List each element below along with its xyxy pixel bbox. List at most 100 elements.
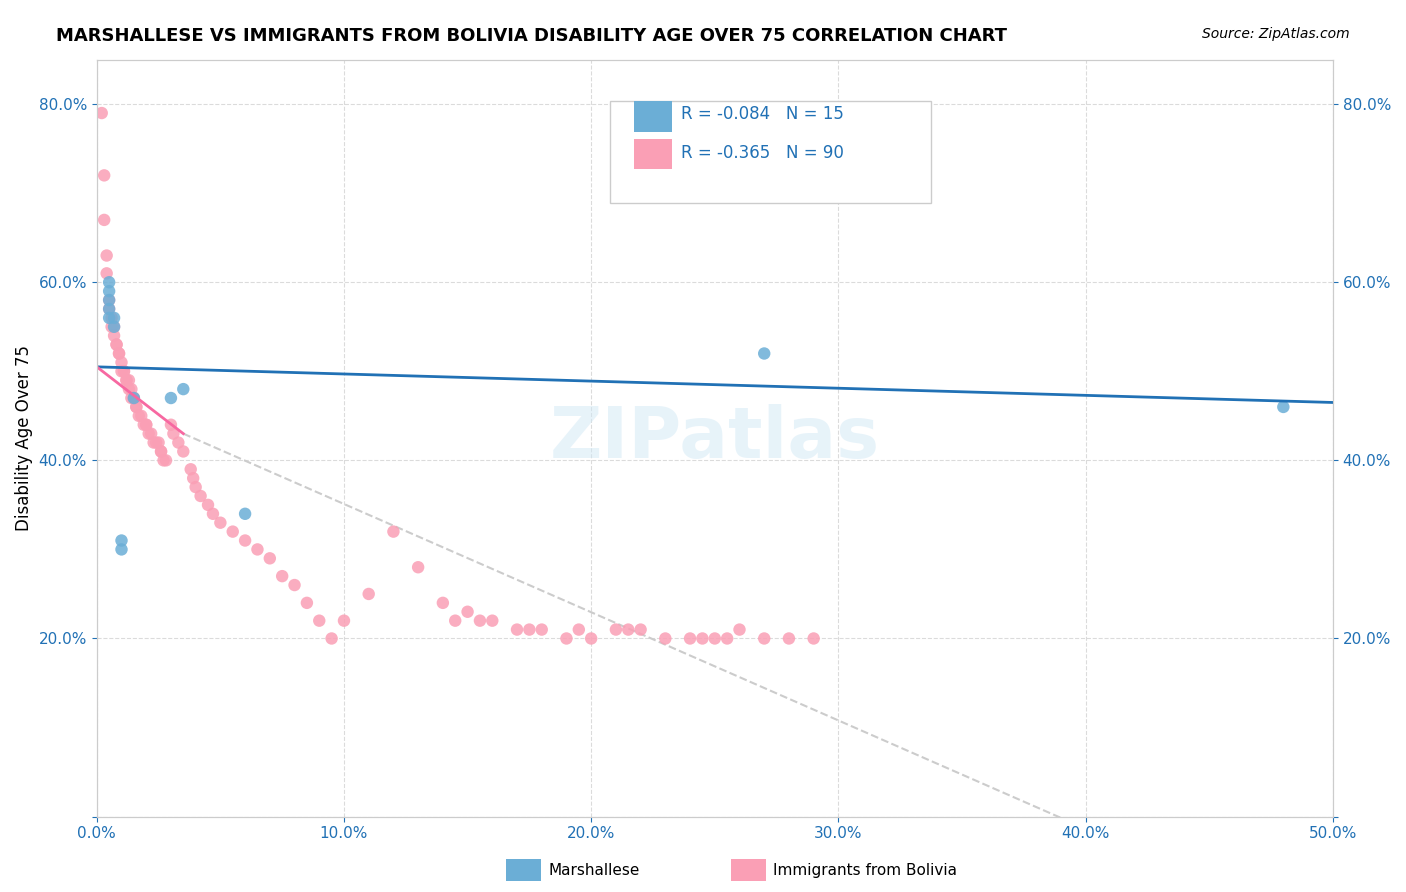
Point: [100, 310, 122, 325]
Point: [96, 266, 118, 280]
Point: [108, 346, 131, 360]
Point: [754, 346, 776, 360]
Point: [98, 301, 121, 316]
Point: [135, 417, 157, 432]
FancyBboxPatch shape: [634, 139, 672, 169]
Point: [122, 391, 145, 405]
Point: [271, 569, 294, 583]
Text: Source: ZipAtlas.com: Source: ZipAtlas.com: [1202, 27, 1350, 41]
Point: [506, 623, 529, 637]
Point: [110, 355, 132, 369]
Y-axis label: Disability Age Over 75: Disability Age Over 75: [15, 345, 32, 531]
Text: Immigrants from Bolivia: Immigrants from Bolivia: [773, 863, 957, 878]
Point: [148, 435, 170, 450]
Point: [103, 310, 125, 325]
Point: [110, 542, 132, 557]
Point: [98, 275, 121, 289]
Point: [568, 623, 591, 637]
Point: [1272, 400, 1295, 414]
Point: [105, 337, 128, 351]
Text: Marshallese: Marshallese: [548, 863, 640, 878]
Point: [357, 587, 380, 601]
Point: [98, 310, 121, 325]
Point: [103, 319, 125, 334]
Point: [112, 364, 135, 378]
Point: [679, 632, 702, 646]
Point: [150, 444, 173, 458]
Point: [90, 106, 112, 120]
Point: [122, 391, 145, 405]
Point: [93, 213, 115, 227]
Point: [654, 632, 676, 646]
Point: [112, 364, 135, 378]
Point: [295, 596, 318, 610]
Point: [135, 417, 157, 432]
Point: [125, 400, 148, 414]
Point: [100, 319, 122, 334]
Point: [468, 614, 491, 628]
Point: [138, 426, 160, 441]
Point: [96, 248, 118, 262]
Text: ZIPatlas: ZIPatlas: [550, 403, 880, 473]
Point: [125, 400, 148, 414]
Point: [703, 632, 725, 646]
Point: [201, 507, 224, 521]
Point: [155, 453, 177, 467]
Point: [152, 453, 174, 467]
Point: [145, 435, 167, 450]
Point: [233, 533, 256, 548]
Point: [519, 623, 541, 637]
FancyBboxPatch shape: [610, 101, 931, 203]
Point: [172, 382, 194, 396]
Point: [132, 417, 155, 432]
Point: [122, 391, 145, 405]
Point: [406, 560, 429, 574]
Point: [115, 373, 138, 387]
Point: [617, 623, 640, 637]
Text: R = -0.084   N = 15: R = -0.084 N = 15: [682, 105, 844, 123]
Point: [105, 337, 128, 351]
Point: [246, 542, 269, 557]
Point: [222, 524, 245, 539]
Point: [180, 462, 202, 476]
Point: [115, 373, 138, 387]
Point: [754, 632, 776, 646]
Point: [160, 417, 183, 432]
Point: [98, 293, 121, 307]
Point: [172, 444, 194, 458]
Point: [333, 614, 356, 628]
Point: [162, 426, 184, 441]
Point: [98, 301, 121, 316]
Point: [209, 516, 232, 530]
Point: [803, 632, 825, 646]
Point: [321, 632, 343, 646]
Point: [110, 364, 132, 378]
Point: [129, 409, 152, 423]
Point: [142, 435, 165, 450]
Point: [120, 382, 142, 396]
Point: [716, 632, 738, 646]
Point: [778, 632, 800, 646]
Point: [181, 471, 204, 485]
Point: [141, 426, 163, 441]
Point: [110, 533, 132, 548]
Text: MARSHALLESE VS IMMIGRANTS FROM BOLIVIA DISABILITY AGE OVER 75 CORRELATION CHART: MARSHALLESE VS IMMIGRANTS FROM BOLIVIA D…: [56, 27, 1007, 45]
Point: [481, 614, 503, 628]
Text: R = -0.365   N = 90: R = -0.365 N = 90: [682, 144, 844, 161]
Point: [103, 319, 125, 334]
Point: [98, 293, 121, 307]
Point: [530, 623, 553, 637]
Point: [382, 524, 405, 539]
Point: [444, 614, 467, 628]
Point: [605, 623, 627, 637]
Point: [120, 391, 142, 405]
Point: [692, 632, 714, 646]
Point: [184, 480, 207, 494]
Point: [118, 373, 141, 387]
Point: [108, 346, 131, 360]
Point: [150, 444, 173, 458]
Point: [98, 284, 121, 298]
Point: [197, 498, 219, 512]
Point: [579, 632, 602, 646]
Point: [160, 391, 183, 405]
